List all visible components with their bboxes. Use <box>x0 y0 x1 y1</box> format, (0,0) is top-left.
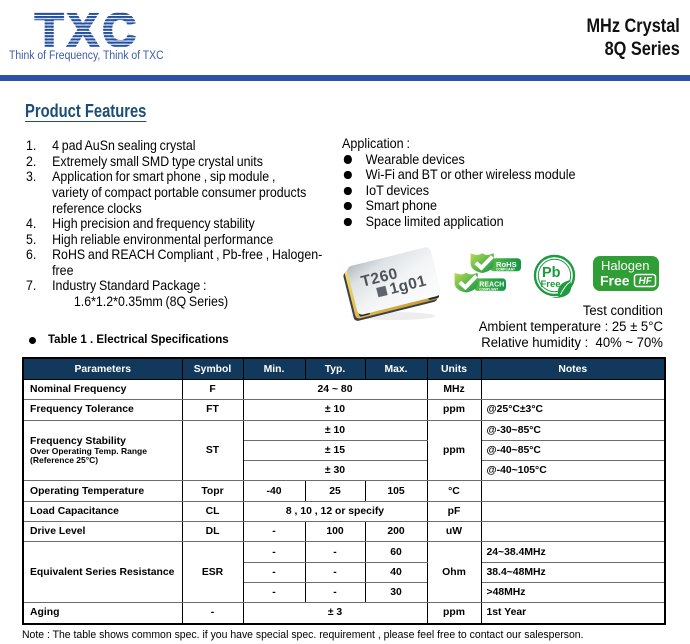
svg-text:COMPLIANT: COMPLIANT <box>496 267 515 271</box>
svg-text:RoHS: RoHS <box>496 260 517 269</box>
svg-text:Free: Free <box>600 273 630 289</box>
svg-text:COMPLIANT: COMPLIANT <box>479 287 498 291</box>
svg-text:Pb: Pb <box>542 265 561 281</box>
svg-text:HF: HF <box>639 276 653 287</box>
svg-text:REACH: REACH <box>479 282 504 289</box>
svg-text:TXC: TXC <box>35 4 140 56</box>
svg-text:Free: Free <box>541 279 561 290</box>
svg-text:Halogen: Halogen <box>601 258 649 273</box>
